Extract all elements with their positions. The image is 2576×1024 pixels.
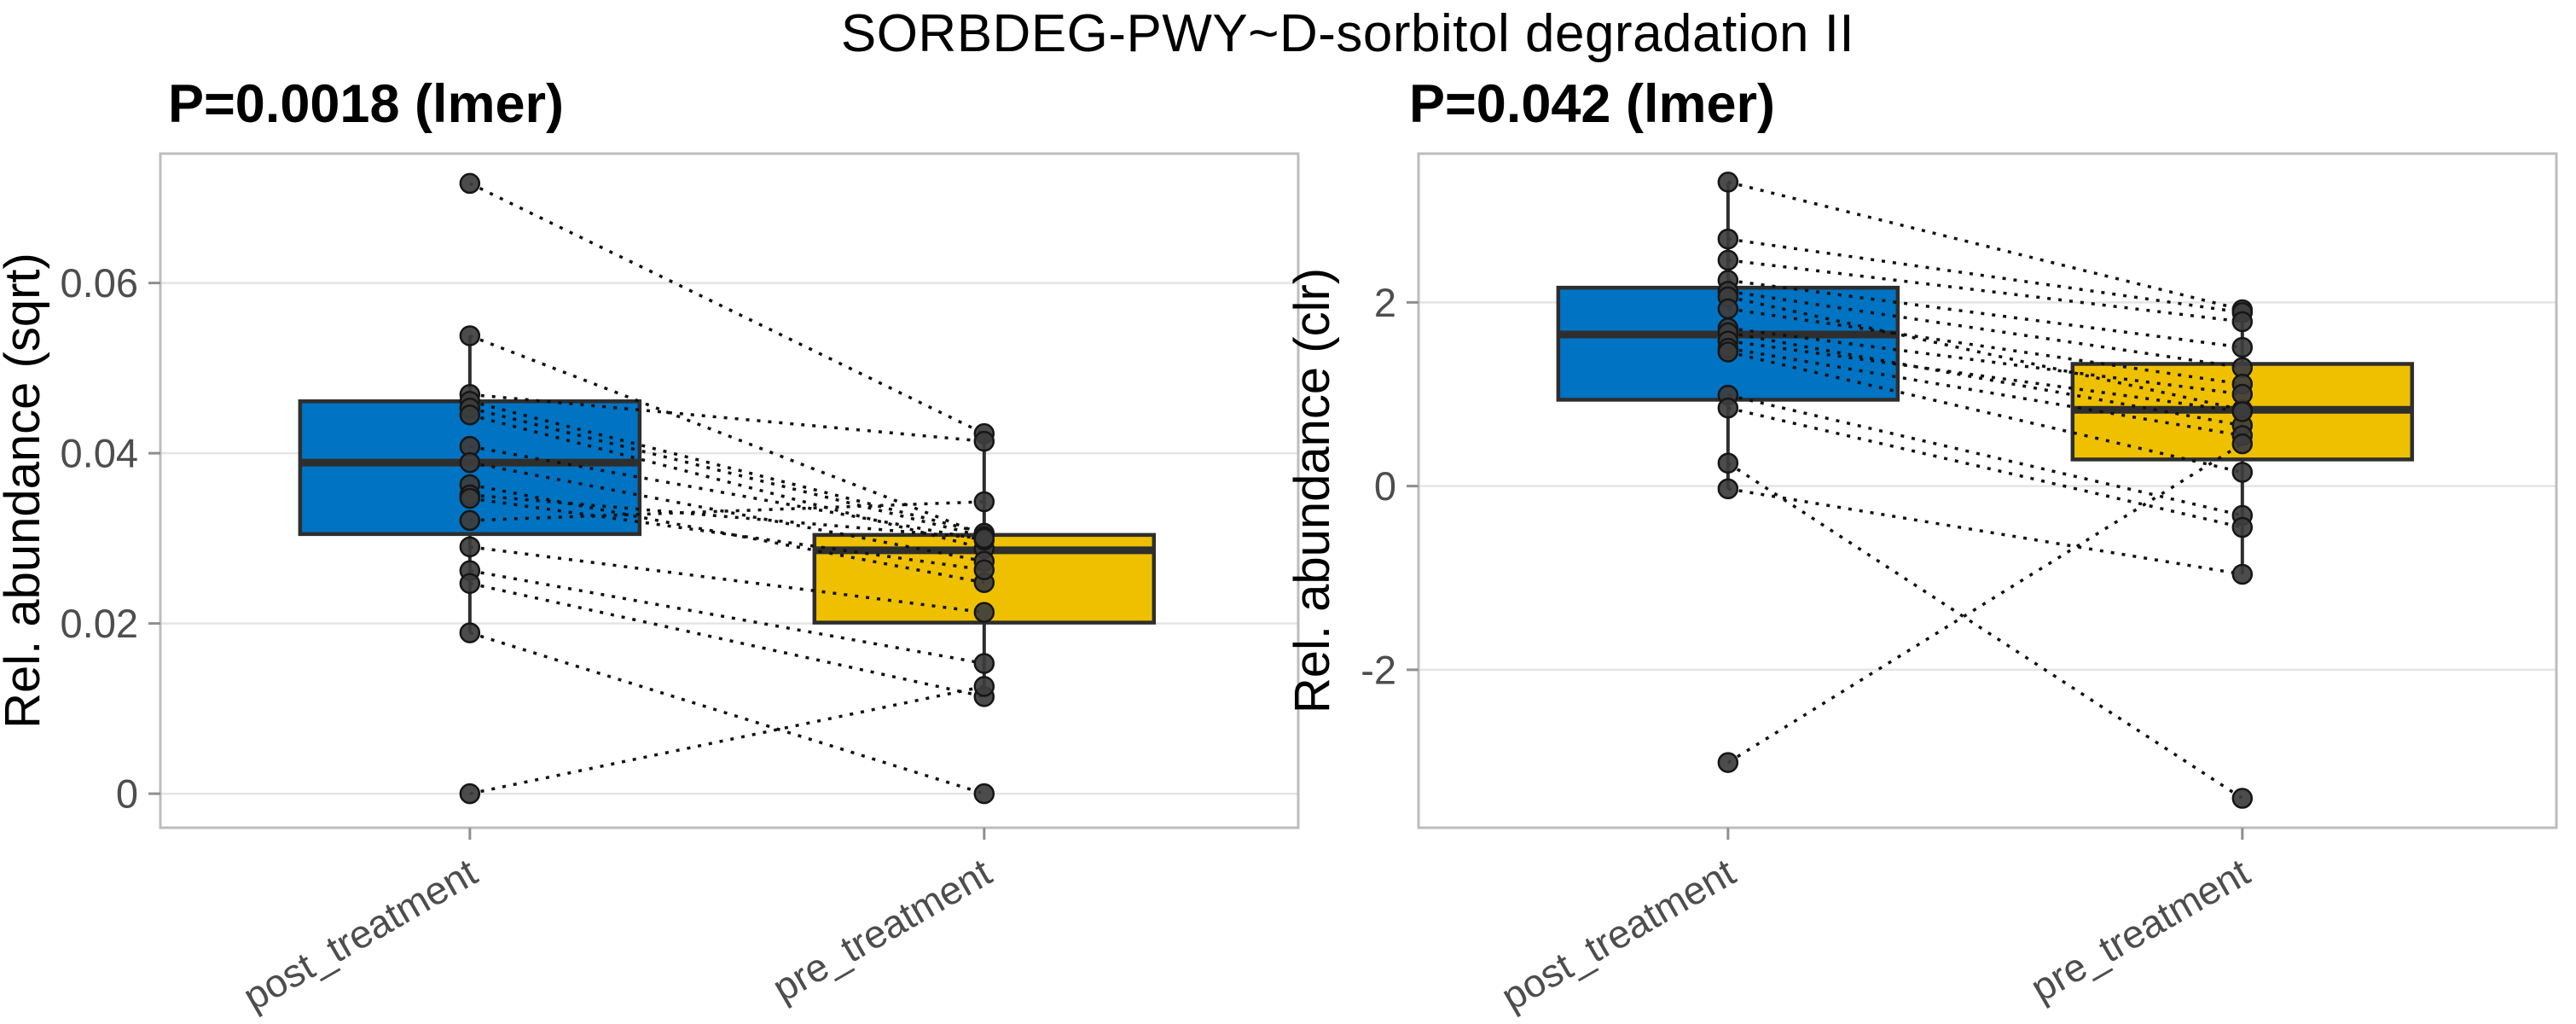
pair-line [1726,462,2243,800]
data-point [973,559,995,581]
data-point [459,783,481,805]
pair-line [469,497,985,572]
data-point [459,325,481,346]
y-axis-label: Rel. abundance (sqrt) [0,253,50,729]
data-point [2231,516,2254,538]
data-point [2231,462,2254,483]
data-point [973,430,995,452]
y-tick-label: 0 [1374,463,1396,509]
data-point [459,404,481,426]
x-tick-label-pre_treatment: pre_treatment [2023,850,2257,1010]
data-point [459,536,481,558]
data-point [973,653,995,674]
pair-line [469,393,984,443]
pair-line [1727,331,2243,428]
y-tick-label: 0.06 [61,260,138,305]
data-point [1717,752,1739,773]
data-point [459,451,481,474]
pair-line [1727,346,2243,438]
data-point [1717,172,1739,193]
data-point [973,491,995,513]
data-point [1717,478,1739,500]
data-point [973,527,995,550]
data-point [1717,298,1739,320]
data-point [2231,788,2254,809]
data-point [1717,249,1739,271]
data-point [459,509,481,532]
data-point [2231,336,2254,358]
data-point [459,487,481,509]
pair-line [1727,307,2243,386]
data-point [459,573,481,594]
panel-left-subtitle: P=0.0018 (lmer) [168,74,565,134]
pair-line [469,334,985,537]
pair-line [469,493,984,540]
y-tick-label: 2 [1374,280,1396,325]
data-point [2231,433,2254,455]
y-tick-label: -2 [1361,647,1396,692]
pair-line [469,631,985,795]
pair-line [469,182,985,435]
data-point [2231,401,2254,422]
pair-line [1727,339,2243,414]
pair-line [1727,289,2243,369]
data-point [459,622,481,643]
data-point [1717,397,1739,419]
data-point [459,172,481,195]
data-point [2231,563,2254,585]
panel-right-subtitle: P=0.042 (lmer) [1409,74,1776,134]
x-tick-label-pre_treatment: pre_treatment [765,850,999,1010]
y-tick-label: 0.04 [61,431,138,476]
data-point [973,783,995,805]
pair-line [469,569,985,666]
data-point [973,602,995,623]
data-point [973,676,995,697]
panel-left-border [159,152,1300,829]
data-point [2231,383,2254,405]
pair-line [469,445,985,542]
x-tick-label-post_treatment: post_treatment [235,850,484,1020]
data-point [1717,452,1739,474]
panel-right-border [1417,152,2558,829]
data-point [1717,228,1739,250]
y-axis-label: Rel. abundance (clr) [1285,268,1340,713]
x-tick-label-post_treatment: post_treatment [1494,850,1743,1020]
pair-line [1726,442,2243,765]
pair-line [469,500,984,522]
data-point [1717,341,1739,363]
data-point [2231,311,2254,333]
pair-line [1727,487,2243,576]
pair-line [469,684,985,795]
chart-title: SORBDEG-PWY~D-sorbitol degradation II [840,4,1855,63]
y-tick-label: 0 [116,771,138,817]
y-tick-label: 0.02 [61,601,138,646]
pair-line [1727,237,2243,314]
